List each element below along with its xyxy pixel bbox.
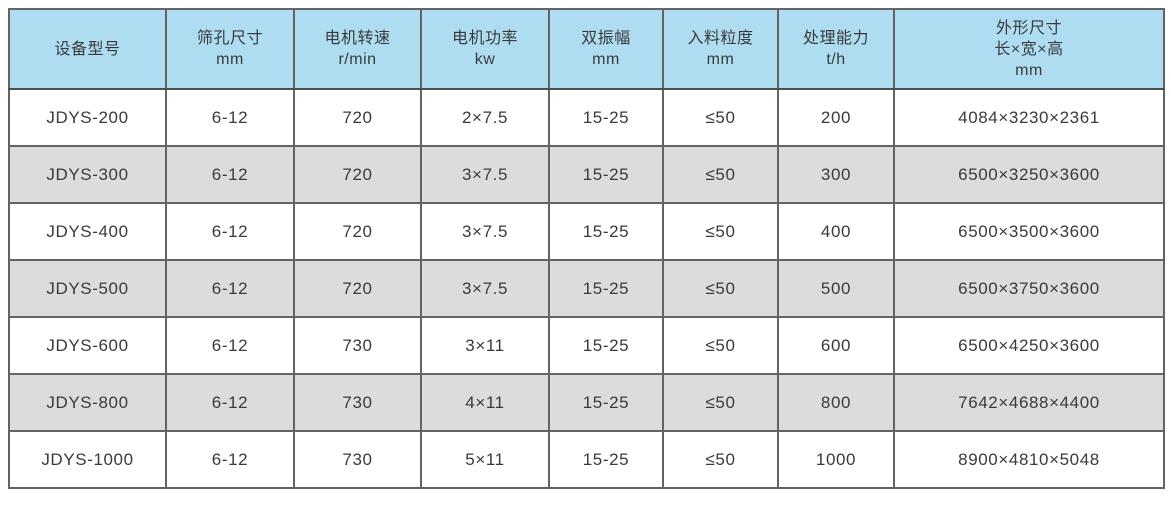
header-cell-motor-speed-line: 电机转速 <box>324 30 391 47</box>
table-row: JDYS-600 6-12 730 3×11 15-25 ≤50 600 6500×4250×… <box>8 316 1165 375</box>
table-cell-motor-power: 2×7.5 <box>420 88 550 147</box>
header-cell-capacity: 处理能力 t/h <box>777 8 895 90</box>
header-cell-feed-size-line: mm <box>706 51 735 68</box>
table-cell-motor-speed: 720 <box>293 88 422 147</box>
header-cell-dimensions: 外形尺寸长×宽×高 mm <box>893 8 1165 90</box>
table-cell-feed-size: ≤50 <box>662 373 779 432</box>
table-cell-capacity: 800 <box>777 373 895 432</box>
table-cell-feed-size: ≤50 <box>662 145 779 204</box>
table-cell-dimensions: 6500×3500×3600 <box>893 202 1165 261</box>
table-cell-dimensions: 6500×3750×3600 <box>893 259 1165 318</box>
header-cell-capacity-line: t/h <box>826 51 846 68</box>
header-cell-amplitude: 双振幅 mm <box>548 8 664 90</box>
header-cell-screen-hole: 筛孔尺寸 mm <box>165 8 295 90</box>
table-cell-model: JDYS-200 <box>8 88 167 147</box>
table-cell-amplitude: 15-25 <box>548 259 664 318</box>
header-cell-model: 设备型号 <box>8 8 167 90</box>
table-cell-motor-speed: 720 <box>293 259 422 318</box>
table-cell-motor-power: 3×7.5 <box>420 202 550 261</box>
table-cell-capacity: 200 <box>777 88 895 147</box>
table-cell-amplitude: 15-25 <box>548 316 664 375</box>
table-cell-amplitude: 15-25 <box>548 145 664 204</box>
table-cell-capacity: 400 <box>777 202 895 261</box>
table-body: JDYS-200 6-12 720 2×7.5 15-25 ≤50 200 4084×3230… <box>8 88 1165 489</box>
table-cell-screen-hole: 6-12 <box>165 259 295 318</box>
table-cell-screen-hole: 6-12 <box>165 145 295 204</box>
table-cell-model: JDYS-300 <box>8 145 167 204</box>
table-cell-model: JDYS-1000 <box>8 430 167 489</box>
table-cell-motor-speed: 720 <box>293 202 422 261</box>
table-cell-motor-speed: 730 <box>293 373 422 432</box>
table-row: JDYS-300 6-12 720 3×7.5 15-25 ≤50 300 6500×3250… <box>8 145 1165 204</box>
table-cell-dimensions: 4084×3230×2361 <box>893 88 1165 147</box>
table-cell-model: JDYS-600 <box>8 316 167 375</box>
table-cell-motor-power: 5×11 <box>420 430 550 489</box>
table-cell-motor-power: 3×7.5 <box>420 259 550 318</box>
table-cell-motor-speed: 730 <box>293 316 422 375</box>
table-cell-screen-hole: 6-12 <box>165 373 295 432</box>
table-cell-capacity: 300 <box>777 145 895 204</box>
spec-table-container: 设备型号 筛孔尺寸 mm 电机转速 r/min 电机功率 kw 双振幅 mm 入料粒度 mm 处理能力… <box>8 8 1165 489</box>
table-cell-screen-hole: 6-12 <box>165 316 295 375</box>
table-row: JDYS-800 6-12 730 4×11 15-25 ≤50 800 7642×4688×… <box>8 373 1165 432</box>
table-cell-dimensions: 6500×3250×3600 <box>893 145 1165 204</box>
table-cell-motor-speed: 730 <box>293 430 422 489</box>
table-cell-feed-size: ≤50 <box>662 88 779 147</box>
table-cell-dimensions: 8900×4810×5048 <box>893 430 1165 489</box>
table-cell-amplitude: 15-25 <box>548 202 664 261</box>
header-cell-motor-power: 电机功率 kw <box>420 8 550 90</box>
header-cell-motor-speed-line: r/min <box>338 51 377 68</box>
table-cell-screen-hole: 6-12 <box>165 430 295 489</box>
table-row: JDYS-500 6-12 720 3×7.5 15-25 ≤50 500 6500×3750… <box>8 259 1165 318</box>
header-cell-model-line: 设备型号 <box>54 40 121 58</box>
table-cell-model: JDYS-800 <box>8 373 167 432</box>
header-cell-motor-power-line: kw <box>474 51 496 68</box>
header-cell-motor-speed: 电机转速 r/min <box>293 8 422 90</box>
table-cell-motor-power: 3×11 <box>420 316 550 375</box>
table-row: JDYS-1000 6-12 730 5×11 15-25 ≤50 1000 8900×481… <box>8 430 1165 489</box>
table-cell-model: JDYS-400 <box>8 202 167 261</box>
table-cell-motor-power: 4×11 <box>420 373 550 432</box>
header-cell-capacity-line: 处理能力 <box>802 30 869 47</box>
table-cell-dimensions: 6500×4250×3600 <box>893 316 1165 375</box>
table-cell-motor-power: 3×7.5 <box>420 145 550 204</box>
table-header: 设备型号 筛孔尺寸 mm 电机转速 r/min 电机功率 kw 双振幅 mm 入料粒度 mm 处理能力… <box>8 8 1165 90</box>
table-cell-capacity: 1000 <box>777 430 895 489</box>
header-cell-dimensions-line: 长×宽×高 <box>994 40 1064 58</box>
table-cell-feed-size: ≤50 <box>662 259 779 318</box>
header-cell-dimensions-line: mm <box>1015 61 1043 79</box>
header-cell-screen-hole-line: 筛孔尺寸 <box>196 30 263 47</box>
table-row: JDYS-400 6-12 720 3×7.5 15-25 ≤50 400 6500×3500… <box>8 202 1165 261</box>
header-cell-motor-power-line: 电机功率 <box>451 30 518 47</box>
header-cell-feed-size-line: 入料粒度 <box>687 30 754 47</box>
table-cell-amplitude: 15-25 <box>548 430 664 489</box>
header-cell-amplitude-line: 双振幅 <box>581 30 631 47</box>
header-cell-dimensions-line: 外形尺寸 <box>995 19 1062 37</box>
header-cell-amplitude-line: mm <box>592 51 620 68</box>
table-cell-feed-size: ≤50 <box>662 316 779 375</box>
equipment-spec-table: 设备型号 筛孔尺寸 mm 电机转速 r/min 电机功率 kw 双振幅 mm 入料粒度 mm 处理能力… <box>8 8 1165 489</box>
table-cell-feed-size: ≤50 <box>662 430 779 489</box>
table-cell-amplitude: 15-25 <box>548 373 664 432</box>
header-cell-screen-hole-line: mm <box>216 51 244 68</box>
table-row: JDYS-200 6-12 720 2×7.5 15-25 ≤50 200 4084×3230… <box>8 88 1165 147</box>
table-cell-feed-size: ≤50 <box>662 202 779 261</box>
table-cell-motor-speed: 720 <box>293 145 422 204</box>
table-cell-capacity: 500 <box>777 259 895 318</box>
table-cell-dimensions: 7642×4688×4400 <box>893 373 1165 432</box>
header-cell-feed-size: 入料粒度 mm <box>662 8 779 90</box>
table-cell-capacity: 600 <box>777 316 895 375</box>
header-row: 设备型号 筛孔尺寸 mm 电机转速 r/min 电机功率 kw 双振幅 mm 入料粒度 mm 处理能力… <box>8 8 1165 90</box>
table-cell-screen-hole: 6-12 <box>165 88 295 147</box>
table-cell-amplitude: 15-25 <box>548 88 664 147</box>
table-cell-screen-hole: 6-12 <box>165 202 295 261</box>
table-cell-model: JDYS-500 <box>8 259 167 318</box>
